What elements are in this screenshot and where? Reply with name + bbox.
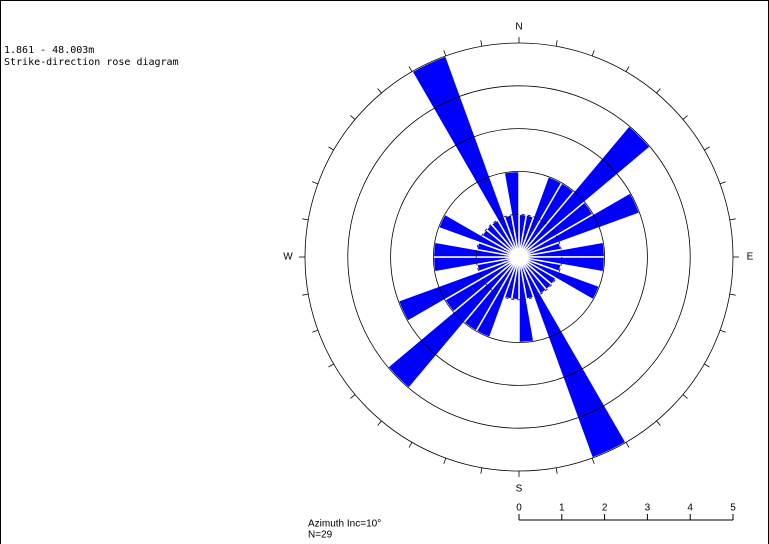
ring bbox=[432, 170, 605, 343]
azimuth-tick bbox=[719, 181, 726, 185]
annotation: N=29 bbox=[308, 530, 333, 541]
azimuth-tick bbox=[377, 420, 382, 426]
azimuth-tick bbox=[656, 88, 661, 94]
scale-tick-label: 1 bbox=[559, 503, 565, 514]
azimuth-tick bbox=[350, 115, 356, 120]
direction-label: N bbox=[515, 22, 522, 33]
azimuth-tick bbox=[480, 467, 483, 474]
azimuth-tick bbox=[443, 457, 447, 464]
azimuth-tick bbox=[625, 442, 630, 448]
azimuth-tick bbox=[328, 146, 334, 151]
azimuth-tick bbox=[625, 66, 630, 72]
ring bbox=[390, 128, 648, 386]
direction-label: S bbox=[516, 484, 523, 495]
azimuth-tick bbox=[312, 329, 319, 333]
chart-subtitle: Strike-direction rose diagram bbox=[4, 57, 179, 68]
azimuth-tick bbox=[408, 442, 413, 448]
azimuth-tick bbox=[682, 394, 688, 399]
direction-label: W bbox=[283, 252, 293, 263]
scale-tick-label: 2 bbox=[602, 503, 608, 514]
azimuth-tick bbox=[302, 218, 309, 221]
azimuth-tick bbox=[302, 293, 309, 296]
azimuth-tick bbox=[377, 88, 382, 94]
annotation: Azimuth Inc=10° bbox=[308, 519, 381, 530]
scale-tick-label: 5 bbox=[730, 503, 736, 514]
azimuth-tick bbox=[312, 181, 319, 185]
chart-title: 1.861 - 48.003m bbox=[4, 45, 94, 56]
ring bbox=[347, 85, 691, 429]
azimuth-tick bbox=[729, 293, 736, 296]
azimuth-tick bbox=[328, 363, 334, 368]
azimuth-tick bbox=[719, 329, 726, 333]
azimuth-tick bbox=[704, 363, 710, 368]
azimuth-tick bbox=[350, 394, 356, 399]
azimuth-tick bbox=[480, 40, 483, 47]
direction-label: E bbox=[747, 252, 754, 263]
azimuth-tick bbox=[591, 50, 595, 57]
petal bbox=[518, 124, 652, 258]
scale-tick-label: 3 bbox=[645, 503, 651, 514]
azimuth-tick bbox=[656, 420, 661, 426]
ring bbox=[475, 213, 563, 301]
azimuth-tick bbox=[729, 218, 736, 221]
azimuth-tick bbox=[704, 146, 710, 151]
petal bbox=[386, 256, 520, 390]
azimuth-tick bbox=[555, 40, 558, 47]
azimuth-tick bbox=[555, 467, 558, 474]
scale-tick-label: 0 bbox=[516, 503, 522, 514]
azimuth-tick bbox=[682, 115, 688, 120]
azimuth-tick bbox=[443, 50, 447, 57]
azimuth-tick bbox=[591, 457, 595, 464]
azimuth-tick bbox=[408, 66, 413, 72]
scale-tick-label: 4 bbox=[687, 503, 693, 514]
